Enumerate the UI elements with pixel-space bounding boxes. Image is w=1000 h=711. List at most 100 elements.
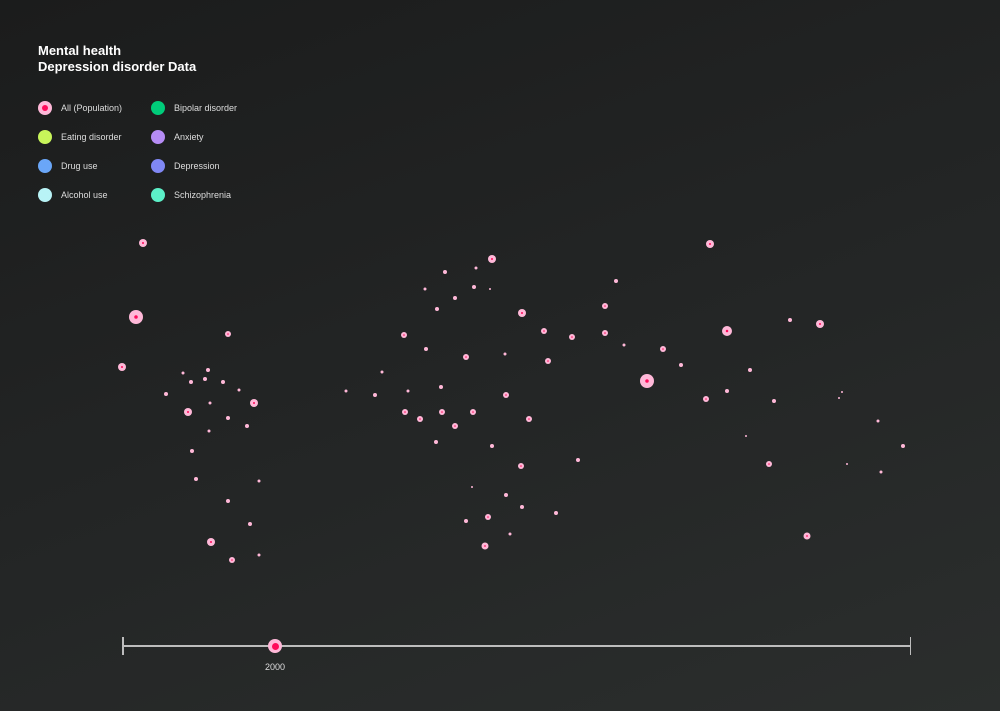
country-dot[interactable] [184, 408, 192, 416]
country-dot[interactable] [470, 409, 476, 415]
slider-track[interactable] [122, 645, 911, 647]
country-dot[interactable] [237, 388, 241, 392]
country-dot[interactable] [722, 326, 732, 336]
country-dot[interactable] [520, 505, 524, 509]
country-dot[interactable] [508, 532, 512, 536]
country-dot[interactable] [194, 477, 198, 481]
country-dot[interactable] [766, 461, 772, 467]
country-dot[interactable] [245, 424, 249, 428]
country-dot[interactable] [229, 557, 235, 563]
country-dot[interactable] [474, 266, 478, 270]
country-dot[interactable] [226, 416, 230, 420]
country-dot[interactable] [435, 307, 439, 311]
country-dot[interactable] [344, 389, 348, 393]
country-dot[interactable] [703, 396, 709, 402]
country-dot[interactable] [481, 542, 489, 550]
country-dot[interactable] [423, 287, 427, 291]
country-dot[interactable] [439, 385, 443, 389]
country-dot[interactable] [464, 519, 468, 523]
country-dot[interactable] [518, 463, 524, 469]
country-dot[interactable] [876, 419, 880, 423]
country-dot[interactable] [488, 255, 496, 263]
country-dot[interactable] [221, 380, 225, 384]
country-dot[interactable] [181, 371, 185, 375]
country-dot[interactable] [225, 331, 231, 337]
legend-item[interactable]: All (Population) [38, 101, 151, 115]
country-dot[interactable] [679, 363, 683, 367]
country-dot[interactable] [417, 416, 423, 422]
country-dot[interactable] [614, 279, 618, 283]
legend-item[interactable]: Depression [151, 159, 271, 173]
country-dot[interactable] [443, 270, 447, 274]
country-dot[interactable] [602, 303, 608, 309]
country-dot[interactable] [207, 538, 215, 546]
country-dot[interactable] [453, 296, 457, 300]
country-dot[interactable] [434, 440, 438, 444]
legend-item[interactable]: Bipolar disorder [151, 101, 271, 115]
country-dot[interactable] [463, 354, 469, 360]
country-dot[interactable] [576, 458, 580, 462]
country-dot[interactable] [772, 399, 776, 403]
country-dot[interactable] [725, 389, 729, 393]
country-dot[interactable] [189, 380, 193, 384]
legend-item[interactable]: Anxiety [151, 130, 271, 144]
country-dot[interactable] [490, 444, 494, 448]
legend-item[interactable]: Eating disorder [38, 130, 151, 144]
country-dot[interactable] [207, 429, 211, 433]
country-dot[interactable] [545, 358, 551, 364]
year-slider[interactable] [122, 636, 911, 656]
country-dot[interactable] [248, 522, 252, 526]
country-dot[interactable] [640, 374, 654, 388]
country-dot[interactable] [745, 435, 747, 437]
country-dot[interactable] [803, 532, 811, 540]
country-dot[interactable] [139, 239, 147, 247]
country-dot[interactable] [250, 399, 258, 407]
legend-item[interactable]: Drug use [38, 159, 151, 173]
country-dot[interactable] [602, 330, 608, 336]
country-dot[interactable] [706, 240, 714, 248]
country-dot[interactable] [788, 318, 792, 322]
country-dot[interactable] [503, 392, 509, 398]
country-dot[interactable] [471, 486, 473, 488]
country-dot[interactable] [439, 409, 445, 415]
country-dot[interactable] [841, 391, 843, 393]
country-dot[interactable] [257, 553, 261, 557]
country-dot[interactable] [380, 370, 384, 374]
country-dot[interactable] [406, 389, 410, 393]
country-dot[interactable] [569, 334, 575, 340]
country-dot[interactable] [208, 401, 212, 405]
country-dot[interactable] [190, 449, 194, 453]
country-dot[interactable] [846, 463, 848, 465]
country-dot[interactable] [373, 393, 377, 397]
country-dot[interactable] [526, 416, 532, 422]
country-dot[interactable] [489, 288, 491, 290]
country-dot[interactable] [518, 309, 526, 317]
country-dot[interactable] [503, 352, 507, 356]
country-dot[interactable] [504, 493, 508, 497]
country-dot[interactable] [401, 332, 407, 338]
country-dot[interactable] [206, 368, 210, 372]
country-dot[interactable] [660, 346, 666, 352]
country-dot[interactable] [485, 514, 491, 520]
country-dot[interactable] [424, 347, 428, 351]
country-dot[interactable] [554, 511, 558, 515]
country-dot[interactable] [541, 328, 547, 334]
country-dot[interactable] [452, 423, 458, 429]
country-dot[interactable] [118, 363, 126, 371]
legend-item[interactable]: Schizophrenia [151, 188, 271, 202]
country-dot[interactable] [164, 392, 168, 396]
country-dot[interactable] [748, 368, 752, 372]
country-dot[interactable] [838, 397, 840, 399]
country-dot[interactable] [879, 470, 883, 474]
country-dot[interactable] [816, 320, 824, 328]
country-dot[interactable] [226, 499, 230, 503]
country-dot[interactable] [129, 310, 143, 324]
country-dot[interactable] [402, 409, 408, 415]
country-dot[interactable] [257, 479, 261, 483]
country-dot[interactable] [472, 285, 476, 289]
country-dot[interactable] [901, 444, 905, 448]
country-dot[interactable] [203, 377, 207, 381]
country-dot[interactable] [622, 343, 626, 347]
slider-thumb[interactable] [268, 639, 282, 653]
legend-item[interactable]: Alcohol use [38, 188, 151, 202]
